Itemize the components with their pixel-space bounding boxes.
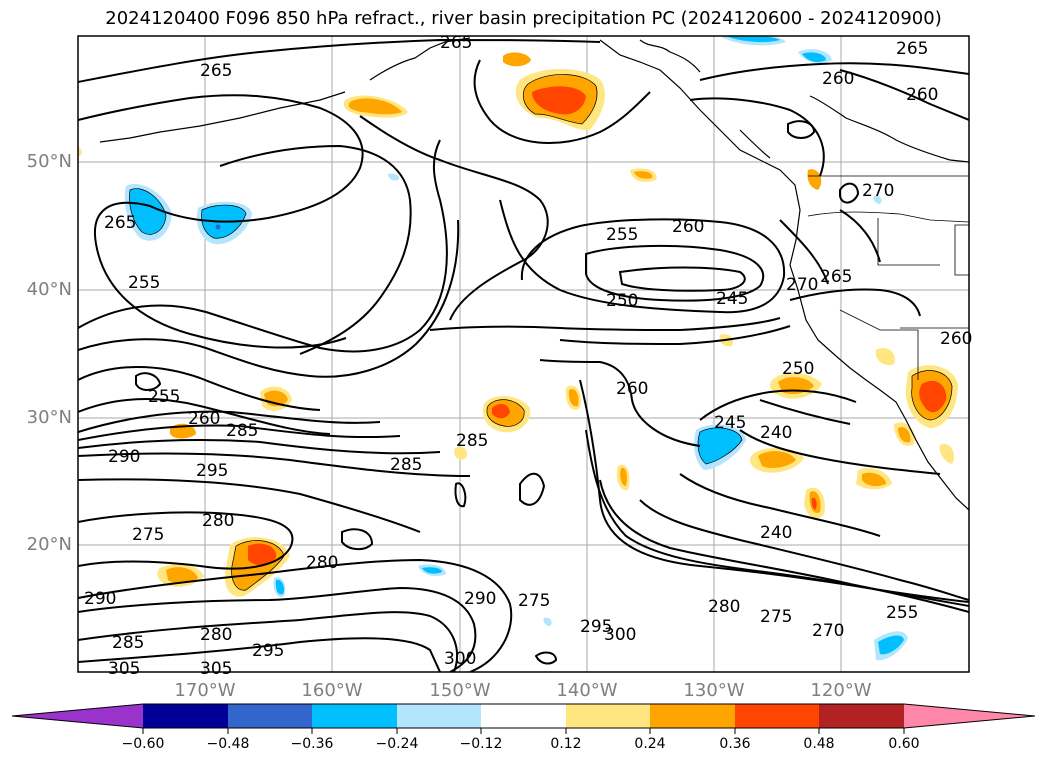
contour-label: 290 xyxy=(108,447,140,467)
contour-label: 265 xyxy=(104,213,136,233)
contour-label: 305 xyxy=(108,659,140,679)
contour-label: 295 xyxy=(196,461,228,481)
colorbar-tick-label: 0.24 xyxy=(634,736,666,752)
contour-label: 255 xyxy=(128,273,160,293)
map-background xyxy=(78,36,969,672)
contour-label: 270 xyxy=(786,275,818,295)
colorbar-tick-label: −0.12 xyxy=(459,736,503,752)
contour-label: 245 xyxy=(714,413,746,433)
contour-labels: 265 260 265 260 270 265 265 255 260 255 … xyxy=(84,33,972,679)
colorbar-segment xyxy=(143,704,228,728)
contour-label: 270 xyxy=(812,621,844,641)
contour-label: 305 xyxy=(200,659,232,679)
colorbar-tick-label: −0.48 xyxy=(206,736,250,752)
contour-label: 265 xyxy=(896,39,928,59)
colorbar-segment xyxy=(735,704,819,728)
lon-label: 120°W xyxy=(810,680,872,701)
contour-label: 280 xyxy=(708,597,740,617)
colorbar-tick-label: 0.60 xyxy=(888,736,920,752)
colorbar-segment xyxy=(481,704,566,728)
contour-label: 260 xyxy=(906,85,938,105)
contour-label: 270 xyxy=(862,181,894,201)
contour-label: 240 xyxy=(760,423,792,443)
contour-label: 255 xyxy=(886,603,918,623)
contour-label: 280 xyxy=(202,511,234,531)
contour-label: 265 xyxy=(200,61,232,81)
contour-label: 290 xyxy=(464,589,496,609)
lon-label: 160°W xyxy=(301,680,363,701)
colorbar-tick-label: −0.60 xyxy=(121,736,165,752)
contour-label: 260 xyxy=(672,217,704,237)
lat-label: 50°N xyxy=(26,151,72,172)
contour-label: 250 xyxy=(606,291,638,311)
contour-label: 260 xyxy=(822,69,854,89)
lat-label: 30°N xyxy=(26,407,72,428)
refractivity-contours xyxy=(78,38,969,672)
contour-label: 295 xyxy=(252,641,284,661)
colorbar-segment xyxy=(819,704,904,728)
contour-label: 260 xyxy=(940,329,972,349)
contour-label: 285 xyxy=(112,633,144,653)
colorbar-tick-label: −0.24 xyxy=(375,736,419,752)
contour-label: 260 xyxy=(188,409,220,429)
contour-label: 300 xyxy=(444,649,476,669)
map-frame xyxy=(77,35,970,673)
contour-label: 280 xyxy=(200,625,232,645)
colorbar-extend-max xyxy=(904,704,1035,728)
precip-negative-shading xyxy=(124,36,908,661)
contour-label: 240 xyxy=(760,523,792,543)
contour-label: 265 xyxy=(820,267,852,287)
colorbar-tick-label: 0.36 xyxy=(719,736,751,752)
lon-label: 150°W xyxy=(429,680,491,701)
contour-label: 255 xyxy=(148,387,180,407)
colorbar-segment xyxy=(228,704,312,728)
precip-outlines xyxy=(129,74,953,591)
contour-label: 280 xyxy=(306,553,338,573)
colorbar-tick-label: −0.36 xyxy=(290,736,334,752)
contour-label: 275 xyxy=(132,525,164,545)
contour-label: 265 xyxy=(440,33,472,53)
colorbar-segment xyxy=(650,704,735,728)
contour-label: 245 xyxy=(716,289,748,309)
contour-label: 300 xyxy=(604,625,636,645)
colorbar xyxy=(11,703,1036,734)
lon-label: 140°W xyxy=(556,680,618,701)
boundaries xyxy=(807,175,969,380)
colorbar-segment xyxy=(397,704,481,728)
colorbar-tick-label: 0.48 xyxy=(803,736,835,752)
lon-label: 170°W xyxy=(174,680,236,701)
lon-label: 130°W xyxy=(683,680,745,701)
contour-label: 285 xyxy=(390,455,422,475)
lat-label: 20°N xyxy=(26,534,72,555)
colorbar-tick-label: 0.12 xyxy=(550,736,582,752)
contour-label: 285 xyxy=(226,421,258,441)
contour-label: 275 xyxy=(518,591,550,611)
contour-label: 290 xyxy=(84,589,116,609)
contour-label: 250 xyxy=(782,359,814,379)
colorbar-extend-min xyxy=(12,704,143,728)
colorbar-segment xyxy=(566,704,650,728)
colorbar-segment xyxy=(312,704,397,728)
map-title: 2024120400 F096 850 hPa refract., river … xyxy=(105,8,942,29)
lat-label: 40°N xyxy=(26,279,72,300)
contour-label: 285 xyxy=(456,431,488,451)
contour-label: 275 xyxy=(760,607,792,627)
contour-label: 295 xyxy=(580,617,612,637)
contour-label: 260 xyxy=(616,379,648,399)
contour-label: 255 xyxy=(606,225,638,245)
